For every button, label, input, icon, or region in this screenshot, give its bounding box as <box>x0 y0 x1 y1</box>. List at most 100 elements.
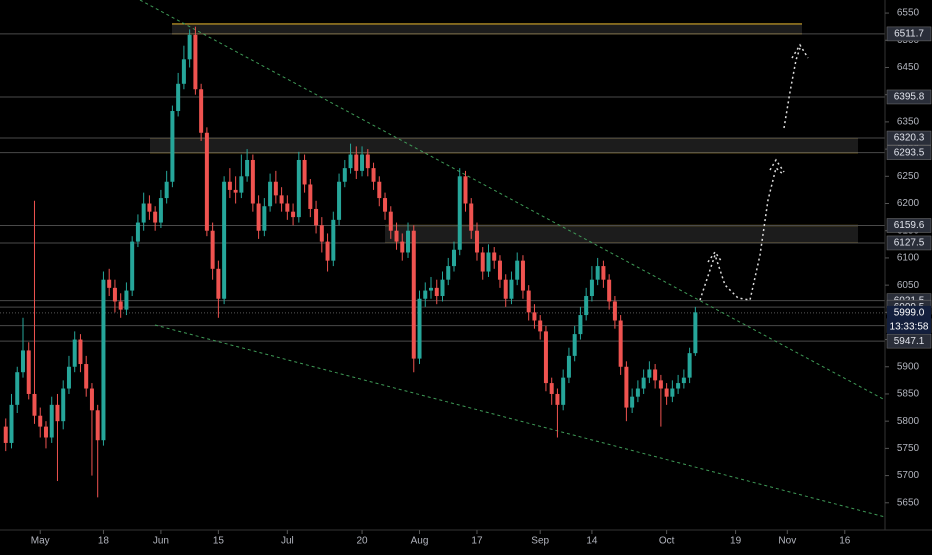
candle-body <box>486 252 491 272</box>
x-tick-label: 20 <box>356 536 368 547</box>
candle-body <box>216 268 221 299</box>
price-level-box <box>886 89 932 105</box>
zone <box>150 138 858 153</box>
candle-body <box>480 252 485 272</box>
candle-body <box>687 353 692 378</box>
x-tick-label: 17 <box>471 536 483 547</box>
arrow-head <box>707 250 723 263</box>
candle-body <box>262 206 267 231</box>
candle-body <box>423 290 428 299</box>
candle-body <box>417 298 422 359</box>
candle-body <box>147 203 152 212</box>
current-price-box <box>887 305 931 334</box>
price-level-box <box>886 145 932 160</box>
candle-body <box>124 290 129 310</box>
candle-body <box>561 377 566 405</box>
price-level-box <box>886 26 932 42</box>
candle-body <box>3 426 8 443</box>
candle-body <box>314 208 319 226</box>
candle-body <box>153 211 158 223</box>
y-tick-label: 6050 <box>897 280 920 291</box>
candle-body <box>572 334 577 356</box>
candle-body <box>199 89 204 133</box>
candle-body <box>118 301 123 310</box>
candle-body <box>164 181 169 199</box>
candle-body <box>520 260 525 291</box>
zone <box>172 23 802 34</box>
price-level-box <box>886 235 932 251</box>
candle-body <box>406 230 411 253</box>
candle-body <box>233 189 238 193</box>
candle-body <box>308 184 313 209</box>
x-tick-label: 19 <box>730 536 742 547</box>
candle-body <box>38 415 43 427</box>
x-tick-label: 16 <box>839 536 851 547</box>
candle-body <box>601 266 606 280</box>
candle-body <box>365 154 370 169</box>
y-tick-label: 5900 <box>897 361 920 372</box>
candle-body <box>61 388 66 422</box>
levels-layer <box>0 33 885 342</box>
y-tick-label: 5800 <box>897 416 920 427</box>
candle-body <box>434 287 439 297</box>
y-tick-label: 5650 <box>897 497 920 508</box>
candle-body <box>302 159 307 185</box>
candle-body <box>256 203 261 231</box>
candle-body <box>584 296 589 316</box>
candle-body <box>89 388 94 411</box>
candle-body <box>55 404 60 422</box>
candle-body <box>342 168 347 182</box>
arrow-head <box>791 43 809 59</box>
candle-body <box>658 380 663 389</box>
candle-body <box>9 404 14 443</box>
candle-body <box>469 203 474 231</box>
candle-body <box>515 260 520 280</box>
candle-body <box>612 301 617 321</box>
zone <box>385 225 858 243</box>
candle-body <box>296 159 301 218</box>
candle-body <box>503 279 508 299</box>
candle-body <box>451 249 456 267</box>
candle-body <box>227 181 232 190</box>
candle-body <box>555 393 560 405</box>
candle-body <box>268 181 273 207</box>
candle-body <box>492 252 497 261</box>
candle-body <box>273 181 278 196</box>
candle-body <box>319 225 324 242</box>
candle-body <box>239 176 244 193</box>
candle-body <box>394 230 399 242</box>
x-tick-label: Jun <box>153 536 169 547</box>
candle-body <box>411 230 416 359</box>
candle-body <box>222 181 227 299</box>
candle-body <box>440 279 445 297</box>
candle-body <box>457 176 462 250</box>
candle-body <box>187 34 192 60</box>
candle-body <box>429 287 434 291</box>
candle-body <box>107 279 112 288</box>
candle-body <box>279 195 284 204</box>
y-tick-label: 6450 <box>897 62 920 73</box>
candle-body <box>181 59 186 84</box>
y-tick-label: 6550 <box>897 8 920 19</box>
price-level-label: 5947.1 <box>894 336 925 347</box>
candle-body <box>158 198 163 223</box>
price-level-box <box>886 333 932 349</box>
candle-body <box>348 154 353 169</box>
candle-body <box>549 383 554 394</box>
candle-body <box>84 364 89 389</box>
candle-body <box>566 355 571 378</box>
candle-body <box>630 396 635 408</box>
candle-body <box>331 219 336 261</box>
y-tick-label: 6200 <box>897 198 920 209</box>
trend-line <box>139 0 886 401</box>
candles-layer <box>3 26 698 498</box>
candle-body <box>101 279 106 441</box>
candle-body <box>210 230 215 269</box>
candle-body <box>95 410 100 441</box>
candle-body <box>607 279 612 302</box>
y-tick-label: 6100 <box>897 253 920 264</box>
x-tick-label: Oct <box>659 536 675 547</box>
candle-body <box>681 377 686 384</box>
